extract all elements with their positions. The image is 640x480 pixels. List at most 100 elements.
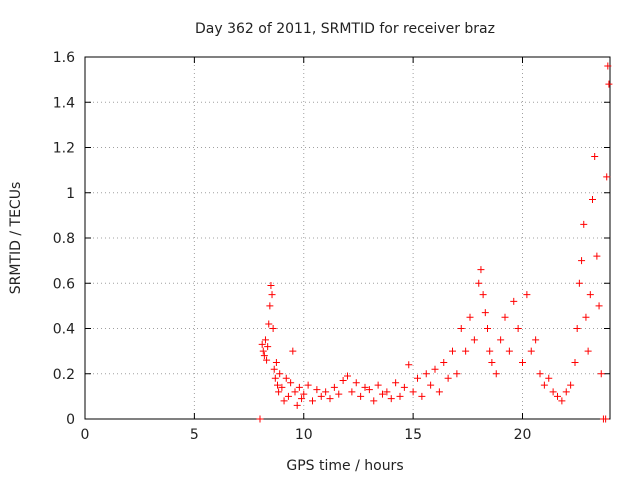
data-point	[589, 196, 596, 204]
data-point	[435, 388, 443, 396]
data-point	[271, 374, 279, 382]
data-point	[387, 395, 395, 403]
data-point	[259, 347, 267, 355]
data-point	[492, 370, 500, 378]
data-point	[597, 370, 605, 378]
data-point	[573, 325, 581, 332]
data-point	[422, 370, 430, 378]
data-point	[357, 392, 365, 400]
data-point	[265, 320, 273, 328]
y-tick-label: 1.2	[53, 141, 75, 157]
data-point	[266, 302, 274, 310]
data-point	[383, 388, 391, 396]
data-point	[486, 347, 494, 355]
data-point	[295, 383, 303, 391]
data-point	[536, 370, 544, 378]
x-tick-label: 5	[190, 427, 199, 443]
data-point	[272, 358, 280, 366]
data-point	[260, 352, 268, 360]
data-point	[444, 374, 452, 382]
data-point	[591, 153, 599, 161]
plot-border	[84, 56, 611, 420]
data-point	[519, 358, 526, 366]
data-point	[409, 388, 417, 396]
data-point	[268, 291, 276, 299]
data-point	[414, 374, 421, 382]
data-point	[293, 401, 301, 409]
data-point	[479, 291, 487, 299]
x-tick-label: 20	[514, 427, 532, 443]
data-point	[287, 379, 295, 387]
data-points	[256, 62, 613, 423]
data-point	[462, 347, 470, 355]
data-point	[475, 279, 483, 287]
data-point	[392, 379, 400, 387]
data-point	[558, 397, 566, 405]
data-point	[523, 291, 531, 299]
y-tick-label: 1	[66, 186, 75, 202]
data-point	[326, 395, 334, 403]
data-point	[280, 397, 288, 405]
data-point	[400, 383, 408, 391]
data-point	[322, 388, 330, 396]
data-point	[370, 397, 378, 405]
data-point	[593, 252, 601, 260]
y-tick-label: 0.2	[53, 367, 75, 383]
data-point	[457, 325, 465, 332]
data-point	[602, 415, 610, 423]
data-point	[453, 370, 461, 378]
x-tick-label: 15	[404, 427, 422, 443]
x-axis-label: GPS time / hours	[286, 458, 403, 474]
data-point	[405, 361, 413, 369]
y-ticks: 0 0.2 0.4 0.6 0.8 1 1.2 1.4 1.6	[53, 50, 610, 428]
y-tick-label: 0.4	[53, 322, 75, 338]
data-point	[427, 381, 435, 389]
data-point	[348, 388, 356, 396]
data-point	[300, 390, 308, 398]
y-tick-label: 0.8	[53, 231, 75, 247]
data-point	[276, 370, 284, 378]
data-point	[449, 347, 456, 355]
data-point	[586, 291, 594, 299]
data-point	[514, 325, 522, 332]
data-point	[488, 358, 496, 366]
data-point	[575, 279, 583, 287]
data-point	[595, 302, 603, 310]
y-tick-label: 0.6	[53, 276, 75, 292]
data-point	[304, 381, 312, 389]
data-point	[270, 365, 278, 373]
data-point	[298, 395, 306, 403]
data-point	[313, 386, 321, 394]
data-point	[604, 62, 612, 70]
data-point	[571, 358, 579, 366]
y-axis-label: SRMTID / TECUs	[8, 182, 24, 295]
grid-lines	[85, 57, 610, 419]
data-point	[379, 390, 386, 398]
y-tick-label: 1.4	[53, 95, 75, 111]
data-point	[317, 392, 325, 400]
data-point	[605, 80, 613, 88]
data-point	[263, 356, 271, 364]
data-point	[554, 392, 561, 400]
data-point	[562, 388, 570, 396]
data-point	[578, 257, 586, 265]
data-point	[352, 379, 360, 387]
y-tick-label: 1.6	[53, 50, 75, 66]
data-point	[440, 358, 448, 366]
data-point	[603, 173, 611, 181]
data-point	[431, 365, 439, 373]
data-point	[418, 392, 426, 400]
data-point	[289, 347, 297, 355]
data-point	[396, 392, 404, 400]
data-point	[545, 374, 553, 382]
data-point	[549, 388, 557, 396]
data-point	[309, 397, 316, 405]
data-point	[501, 313, 509, 321]
data-point	[505, 347, 513, 355]
data-point	[267, 282, 275, 290]
data-point	[361, 383, 369, 391]
y-tick-label: 0	[66, 412, 75, 428]
data-point	[365, 386, 373, 394]
data-point	[256, 415, 264, 423]
